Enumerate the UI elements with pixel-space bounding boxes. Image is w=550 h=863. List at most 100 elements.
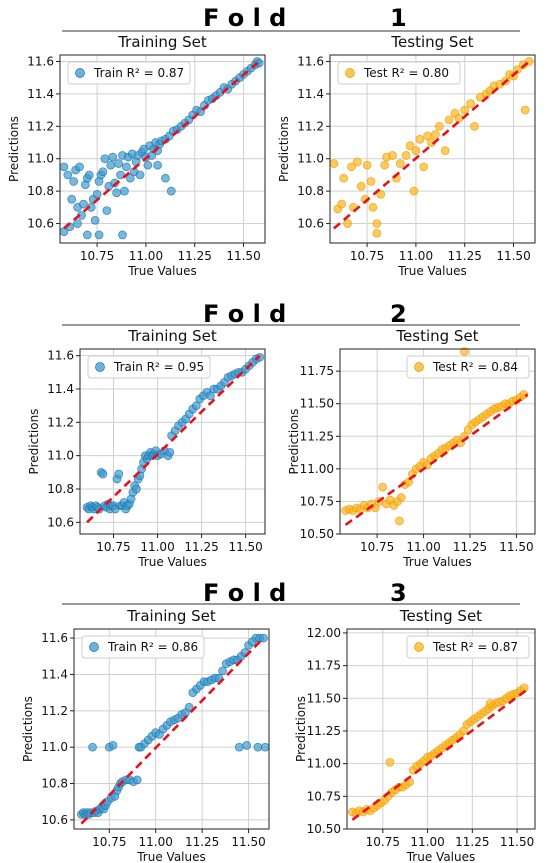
- fold-3-title: F o l d: [203, 579, 286, 607]
- y-tick-label: 11.2: [41, 704, 68, 718]
- data-point: [254, 58, 264, 68]
- data-point: [372, 219, 382, 228]
- y-tick-label: 11.2: [27, 119, 54, 133]
- data-point: [242, 741, 252, 750]
- data-point: [368, 202, 378, 212]
- legend-marker: [95, 362, 105, 372]
- x-axis-label: True Values: [406, 850, 476, 863]
- fit-line: [86, 354, 261, 524]
- x-tick-label: 11.00: [410, 835, 444, 849]
- x-tick-label: 11.50: [500, 835, 534, 849]
- data-point: [520, 105, 530, 115]
- legend: Train R² = 0.86: [81, 635, 205, 659]
- x-tick-label: 11.00: [140, 540, 174, 554]
- y-tick-label: 10.50: [300, 527, 334, 541]
- x-tick-label: 11.25: [184, 540, 218, 554]
- legend-marker: [345, 68, 355, 78]
- y-tick-label: 11.6: [47, 349, 74, 363]
- legend-box: [67, 61, 191, 85]
- legend-box: [81, 635, 205, 659]
- fit-line: [351, 688, 529, 821]
- data-point: [352, 157, 362, 167]
- data-point: [143, 160, 153, 170]
- data-point: [356, 181, 366, 191]
- data-point: [120, 186, 129, 196]
- data-point: [485, 699, 495, 708]
- data-point: [253, 742, 263, 752]
- data-point: [100, 154, 110, 164]
- data-point: [73, 219, 82, 228]
- plot-frame: [73, 628, 270, 830]
- fold-2-title: F o l d: [203, 300, 286, 328]
- data-point: [405, 141, 415, 151]
- data-point: [153, 160, 162, 170]
- x-tick-label: 10.75: [350, 249, 384, 263]
- data-point: [108, 152, 118, 162]
- x-tick-label: 11.50: [228, 540, 262, 554]
- x-tick-label: 10.75: [80, 249, 114, 263]
- data-point: [378, 482, 388, 492]
- data-point: [132, 484, 141, 494]
- fit-line: [333, 60, 530, 230]
- legend: Train R² = 0.95: [87, 355, 211, 379]
- plot-title: Training Set: [126, 607, 216, 625]
- legend-box: [406, 635, 530, 659]
- data-point: [444, 115, 454, 125]
- data-point: [362, 160, 372, 170]
- data-point: [63, 170, 73, 180]
- plot-frame: [79, 348, 266, 535]
- data-point: [69, 177, 79, 186]
- data-point: [125, 173, 135, 183]
- x-tick-label: 11.25: [448, 249, 482, 263]
- x-axis-label: True Values: [402, 555, 472, 569]
- data-point: [122, 162, 131, 172]
- y-tick-label: 10.50: [307, 822, 341, 836]
- data-point: [75, 162, 84, 172]
- data-point: [347, 162, 356, 172]
- y-tick-label: 11.6: [41, 631, 68, 645]
- data-point: [459, 726, 468, 736]
- y-tick-label: 11.0: [27, 152, 54, 166]
- data-point: [339, 173, 349, 183]
- y-tick-label: 11.00: [307, 757, 341, 771]
- data-point: [372, 228, 382, 238]
- y-tick-label: 10.6: [41, 813, 68, 827]
- fold-3-testing-plot: Testing Set 10.75 11.00 11.25 11.50 10.50 10.7…: [294, 607, 536, 863]
- legend-box: [337, 61, 461, 85]
- data-point: [434, 121, 444, 131]
- data-point: [106, 160, 116, 170]
- y-tick-label: 11.6: [297, 54, 324, 68]
- data-point: [396, 493, 406, 502]
- data-point: [329, 159, 339, 168]
- data-point: [114, 159, 123, 168]
- y-tick-label: 11.0: [47, 449, 74, 463]
- data-point: [132, 775, 142, 785]
- data-point: [102, 206, 112, 215]
- plot-title: Training Set: [127, 327, 217, 345]
- data-point: [118, 230, 127, 240]
- data-point: [98, 167, 108, 177]
- y-tick-label: 11.4: [297, 87, 324, 101]
- y-tick-label: 11.00: [300, 462, 334, 476]
- legend: Train R² = 0.87: [67, 61, 191, 85]
- data-point: [67, 194, 77, 204]
- x-tick-label: 11.50: [231, 835, 265, 849]
- data-point: [343, 219, 352, 228]
- x-tick-label: 11.50: [499, 540, 533, 554]
- plot-title: Training Set: [117, 33, 207, 51]
- legend-marker: [414, 362, 424, 372]
- data-point: [466, 99, 475, 108]
- legend-label: Test R² = 0.87: [432, 640, 518, 654]
- fold-1-title: F o l d: [203, 4, 286, 32]
- y-tick-label: 11.2: [297, 119, 324, 133]
- data-point: [415, 134, 425, 144]
- legend-label: Test R² = 0.80: [363, 66, 449, 80]
- fold-1-number: 1: [390, 4, 407, 32]
- data-point: [82, 230, 92, 240]
- y-axis-label: Predictions: [277, 116, 291, 182]
- x-tick-label: 10.75: [96, 540, 130, 554]
- y-tick-label: 10.8: [41, 777, 68, 791]
- y-tick-label: 11.25: [307, 724, 341, 738]
- data-point: [191, 401, 201, 411]
